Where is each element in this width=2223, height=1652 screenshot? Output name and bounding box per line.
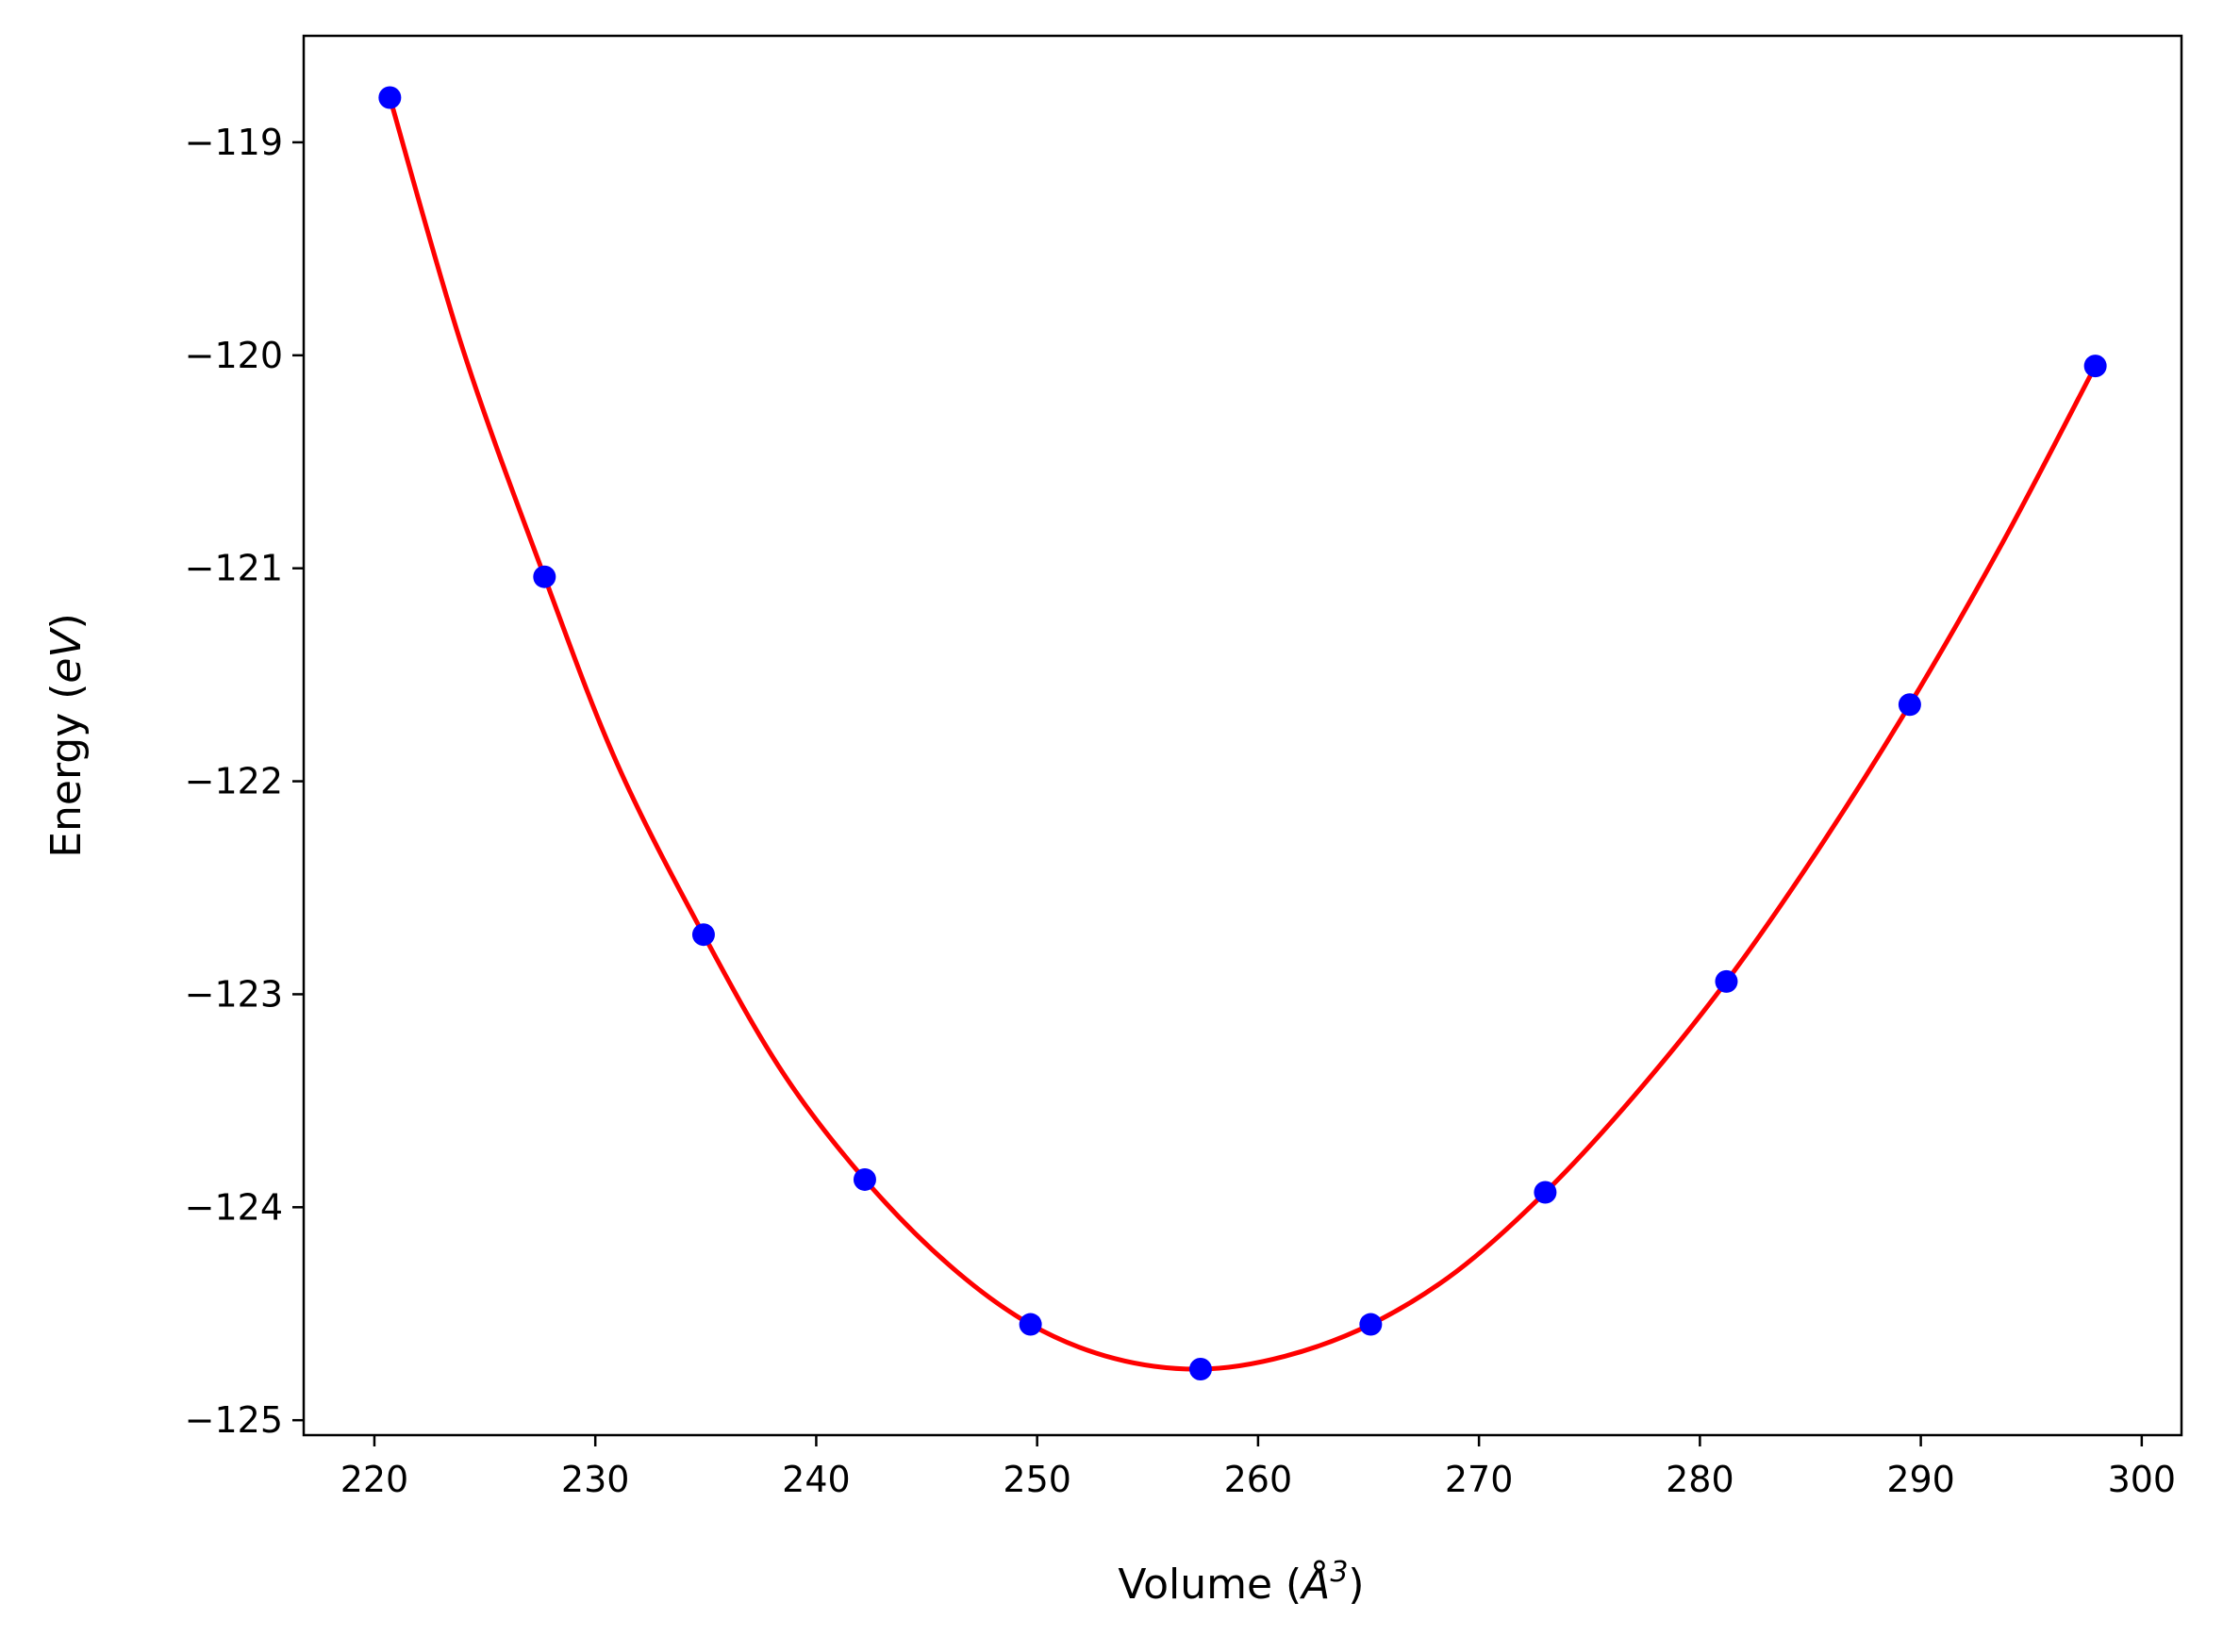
x-axis-label-exponent: 3 bbox=[1330, 1556, 1348, 1589]
data-point bbox=[691, 923, 715, 947]
y-axis-label-unit: eV bbox=[42, 627, 91, 684]
y-tick-label: −123 bbox=[185, 973, 283, 1015]
x-tick-label: 240 bbox=[782, 1459, 851, 1500]
fit-curve-line bbox=[387, 96, 2098, 1372]
x-tick-label: 230 bbox=[561, 1459, 630, 1500]
x-tick-label: 260 bbox=[1224, 1459, 1293, 1500]
data-point bbox=[378, 86, 402, 109]
y-tick-label: −125 bbox=[185, 1399, 283, 1441]
x-tick-label: 270 bbox=[1445, 1459, 1514, 1500]
y-tick-label: −119 bbox=[185, 122, 283, 163]
y-tick-label: −124 bbox=[185, 1186, 283, 1228]
x-tick-label: 250 bbox=[1003, 1459, 1071, 1500]
x-axis-label-close: ) bbox=[1348, 1561, 1364, 1609]
data-point bbox=[2083, 355, 2107, 378]
data-point bbox=[1898, 693, 1921, 717]
y-tick-label: −122 bbox=[185, 761, 283, 802]
y-tick-label: −121 bbox=[185, 548, 283, 589]
x-tick-label: 290 bbox=[1886, 1459, 1955, 1500]
y-axis-label: Energy (eV) bbox=[42, 613, 91, 858]
x-axis-label-symbol: Å bbox=[1299, 1559, 1330, 1609]
x-tick-label: 220 bbox=[340, 1459, 409, 1500]
data-point bbox=[1534, 1181, 1557, 1204]
data-point bbox=[533, 565, 556, 588]
x-axis-ticks: 220 230 240 250 260 270 280 290 300 bbox=[340, 1435, 2176, 1500]
y-axis-label-close: ) bbox=[42, 613, 91, 629]
y-axis-ticks: −119 −120 −121 −122 −123 −124 −125 bbox=[185, 122, 304, 1441]
x-tick-label: 300 bbox=[2108, 1459, 2177, 1500]
axes-frame bbox=[302, 34, 2183, 1437]
data-point bbox=[1188, 1357, 1212, 1380]
y-tick-label: −120 bbox=[185, 335, 283, 376]
data-point bbox=[853, 1167, 876, 1191]
data-point bbox=[1359, 1313, 1383, 1336]
data-point bbox=[1715, 969, 1738, 993]
plot-area bbox=[378, 86, 2107, 1380]
x-tick-label: 280 bbox=[1666, 1459, 1734, 1500]
data-point bbox=[1019, 1313, 1042, 1336]
x-axis-label: Volume (Å3) bbox=[1118, 1556, 1364, 1609]
